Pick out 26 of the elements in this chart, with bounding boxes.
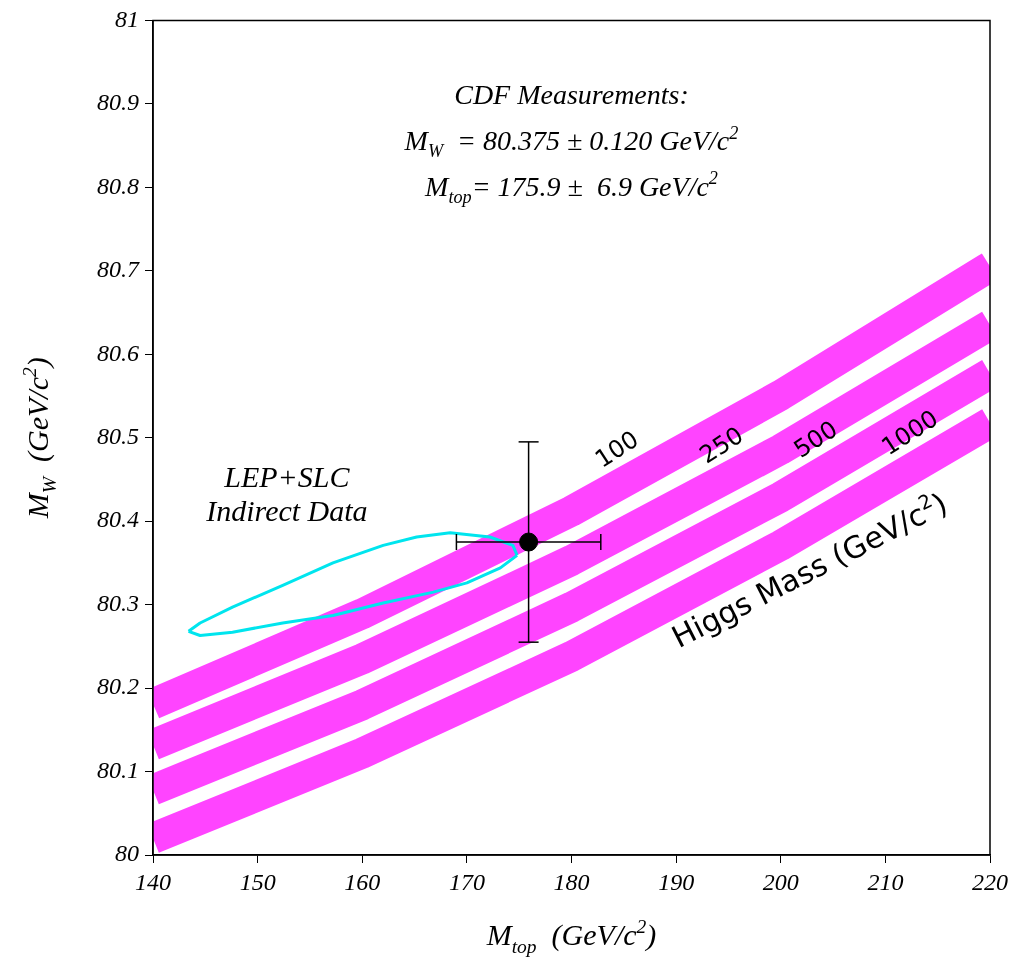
y-tick-label: 80.5 bbox=[97, 423, 139, 450]
y-tick-label: 80.9 bbox=[97, 89, 139, 116]
annotation: 250 bbox=[694, 420, 749, 470]
annotation: 500 bbox=[788, 415, 843, 464]
y-tick-label: 80.7 bbox=[97, 256, 140, 283]
x-tick-label: 160 bbox=[344, 868, 381, 895]
annotation: LEP+SLC Indirect Data bbox=[205, 460, 368, 528]
x-tick-label: 150 bbox=[239, 868, 276, 895]
y-tick-label: 80.6 bbox=[97, 339, 139, 366]
x-tick-label: 220 bbox=[972, 868, 1008, 895]
y-tick-label: 81 bbox=[115, 5, 139, 32]
y-tick-label: 80.8 bbox=[97, 172, 139, 199]
annotation: CDF Measurements: bbox=[454, 78, 689, 110]
x-tick-label: 170 bbox=[448, 868, 485, 895]
x-tick-label: 210 bbox=[867, 868, 904, 895]
x-tick-label: 190 bbox=[658, 868, 695, 895]
annotation: 100 bbox=[590, 425, 644, 474]
y-tick-label: 80.2 bbox=[97, 673, 139, 700]
x-tick-label: 180 bbox=[553, 868, 590, 895]
x-tick-label: 200 bbox=[762, 868, 799, 895]
y-tick-label: 80.3 bbox=[97, 589, 139, 616]
y-tick-label: 80 bbox=[115, 840, 139, 867]
y-tick-label: 80.1 bbox=[97, 756, 139, 783]
y-tick-label: 80.4 bbox=[97, 506, 139, 533]
y-axis-title: MW (GeV/c2) bbox=[19, 357, 60, 520]
x-tick-label: 140 bbox=[135, 868, 171, 895]
